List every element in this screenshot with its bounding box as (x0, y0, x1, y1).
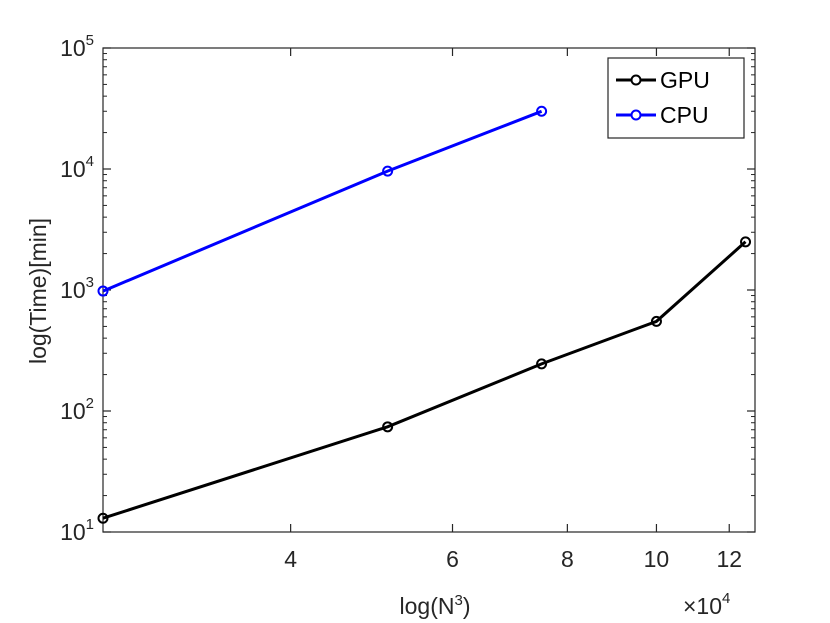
y-tick-label: 103 (60, 274, 94, 303)
series-gpu-point (536, 358, 548, 370)
legend-label: GPU (660, 67, 710, 93)
y-tick-label: 105 (60, 32, 94, 61)
series-gpu-point (650, 315, 662, 327)
x-axis: 4 6 8 10 12 (284, 48, 742, 572)
legend-label: CPU (660, 102, 709, 128)
x-tick-label: 12 (716, 546, 742, 572)
x-tick-label: 4 (284, 546, 297, 572)
x-multiplier-exp: 4 (722, 590, 730, 607)
series-cpu-point (97, 285, 109, 297)
series-cpu-point (382, 165, 394, 177)
series-gpu-point (382, 421, 394, 433)
x-tick-label: 10 (644, 546, 670, 572)
series-cpu-point (536, 105, 548, 117)
series-gpu-point (740, 236, 752, 248)
legend-item-gpu: GPU (616, 67, 710, 93)
x-multiplier-prefix: ×10 (683, 593, 722, 619)
y-axis: 101 102 103 104 105 (60, 32, 755, 545)
series-cpu (97, 105, 548, 297)
series-cpu-line (102, 109, 543, 293)
series-gpu-point (97, 512, 109, 524)
x-axis-label: log(N3) (400, 592, 471, 619)
legend: GPU CPU (607, 57, 745, 139)
legend-swatch-marker (630, 74, 642, 86)
x-tick-label: 6 (446, 546, 459, 572)
series-layer (97, 105, 752, 524)
x-tick-label: 8 (561, 546, 574, 572)
y-axis-label: log(Time)[min] (25, 218, 51, 364)
x-axis-label-base: log(N (400, 593, 455, 619)
series-gpu (97, 236, 752, 524)
y-tick-label: 102 (60, 395, 94, 424)
x-axis-label-sup: 3 (454, 592, 462, 609)
legend-item-cpu: CPU (616, 102, 709, 128)
legend-swatch-marker (630, 109, 642, 121)
series-gpu-line (102, 240, 747, 520)
x-axis-label-close: ) (463, 593, 471, 619)
y-tick-label: 104 (60, 153, 94, 182)
legend-box (607, 57, 745, 139)
x-axis-multiplier: ×104 (683, 590, 730, 619)
y-tick-label: 101 (60, 516, 94, 545)
